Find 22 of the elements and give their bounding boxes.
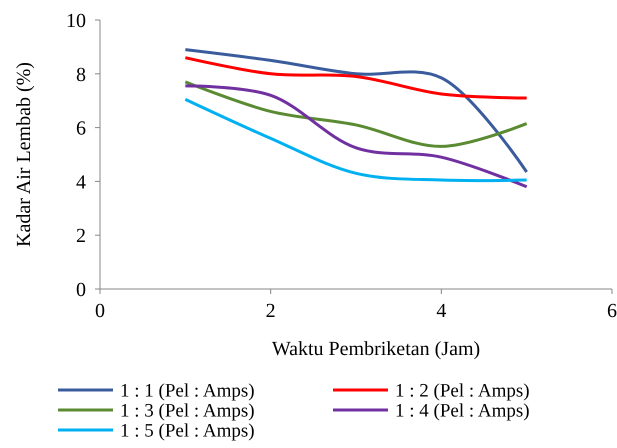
y-tick-label: 4 — [76, 171, 86, 194]
legend-label: 1 : 1 (Pel : Amps) — [120, 380, 255, 402]
legend-label: 1 : 5 (Pel : Amps) — [120, 420, 255, 442]
x-tick-label: 6 — [607, 300, 617, 322]
y-tick-label: 2 — [76, 225, 86, 248]
x-tick-label: 2 — [266, 300, 276, 322]
legend-label: 1 : 4 (Pel : Amps) — [395, 400, 530, 422]
y-tick-label: 0 — [76, 279, 86, 301]
line-series — [184, 56, 528, 100]
line-series — [184, 80, 528, 148]
legend-label: 1 : 3 (Pel : Amps) — [120, 400, 255, 422]
line-series — [184, 84, 528, 188]
x-axis-title: Waktu Pembriketan (Jam) — [272, 338, 480, 360]
x-tick-label: 4 — [436, 300, 446, 322]
y-tick-label: 10 — [66, 10, 86, 32]
y-tick-label: 6 — [76, 118, 86, 140]
y-tick-label: 8 — [76, 64, 86, 86]
x-tick-label: 0 — [95, 300, 105, 322]
line-series — [184, 98, 528, 182]
legend-label: 1 : 2 (Pel : Amps) — [395, 380, 530, 402]
line-series — [184, 48, 528, 174]
y-axis-title: Kadar Air Lembab (%) — [13, 62, 35, 247]
